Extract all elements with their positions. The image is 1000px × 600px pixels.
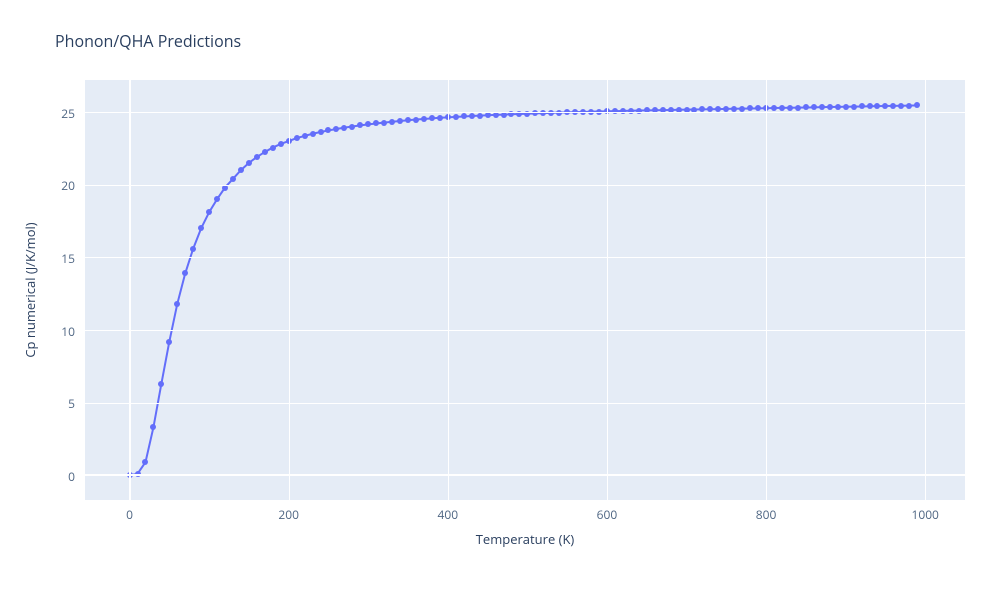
data-point[interactable] (318, 129, 324, 135)
data-point[interactable] (803, 104, 809, 110)
data-point[interactable] (867, 103, 873, 109)
data-point[interactable] (238, 167, 244, 173)
x-gridline (925, 80, 926, 500)
data-point[interactable] (341, 125, 347, 131)
data-point[interactable] (349, 124, 355, 130)
data-point[interactable] (620, 108, 626, 114)
data-point[interactable] (827, 104, 833, 110)
x-zeroline (129, 80, 131, 500)
data-point[interactable] (906, 103, 912, 109)
y-gridline (85, 330, 965, 331)
y-gridline (85, 185, 965, 186)
data-point[interactable] (747, 105, 753, 111)
data-point[interactable] (421, 116, 427, 122)
data-point[interactable] (859, 103, 865, 109)
data-point[interactable] (310, 131, 316, 137)
data-point[interactable] (158, 381, 164, 387)
data-point[interactable] (755, 105, 761, 111)
data-point[interactable] (477, 113, 483, 119)
data-point[interactable] (851, 104, 857, 110)
x-gridline (289, 80, 290, 500)
x-axis-label: Temperature (K) (476, 530, 575, 548)
data-point[interactable] (413, 117, 419, 123)
data-point[interactable] (254, 154, 260, 160)
y-gridline (85, 403, 965, 404)
data-point[interactable] (835, 104, 841, 110)
data-point[interactable] (142, 459, 148, 465)
data-point[interactable] (731, 106, 737, 112)
data-point[interactable] (485, 112, 491, 118)
data-point[interactable] (843, 104, 849, 110)
x-gridline (448, 80, 449, 500)
x-tick-label: 200 (278, 506, 299, 523)
data-point[interactable] (461, 113, 467, 119)
data-point[interactable] (389, 119, 395, 125)
data-point[interactable] (787, 105, 793, 111)
x-tick-label: 600 (597, 506, 618, 523)
data-point[interactable] (397, 118, 403, 124)
data-point[interactable] (333, 126, 339, 132)
x-gridline (607, 80, 608, 500)
data-point[interactable] (365, 121, 371, 127)
data-point[interactable] (819, 104, 825, 110)
x-tick-label: 400 (438, 506, 459, 523)
y-gridline (85, 112, 965, 113)
x-tick-label: 0 (126, 506, 133, 523)
data-point[interactable] (739, 106, 745, 112)
data-point[interactable] (811, 104, 817, 110)
data-point[interactable] (453, 114, 459, 120)
data-point[interactable] (174, 301, 180, 307)
data-point[interactable] (405, 117, 411, 123)
data-point[interactable] (771, 105, 777, 111)
x-tick-label: 1000 (911, 506, 938, 523)
x-gridline (766, 80, 767, 500)
y-zeroline (85, 474, 965, 476)
data-point[interactable] (182, 270, 188, 276)
data-point[interactable] (190, 246, 196, 252)
data-point[interactable] (890, 103, 896, 109)
data-point[interactable] (198, 225, 204, 231)
data-point[interactable] (898, 103, 904, 109)
data-point[interactable] (325, 127, 331, 133)
chart-container: { "chart": { "type": "line+markers", "ti… (0, 0, 1000, 600)
data-point[interactable] (469, 113, 475, 119)
data-point[interactable] (437, 115, 443, 121)
y-axis-label: Cp numerical (J/K/mol) (21, 222, 39, 357)
data-point[interactable] (914, 102, 920, 108)
data-point[interactable] (150, 424, 156, 430)
data-point[interactable] (381, 120, 387, 126)
data-point[interactable] (429, 115, 435, 121)
data-point[interactable] (795, 105, 801, 111)
data-point[interactable] (206, 209, 212, 215)
x-tick-label: 800 (756, 506, 777, 523)
data-point[interactable] (779, 105, 785, 111)
data-point[interactable] (270, 145, 276, 151)
data-point[interactable] (246, 160, 252, 166)
data-point[interactable] (302, 133, 308, 139)
data-point[interactable] (166, 339, 172, 345)
data-point[interactable] (262, 149, 268, 155)
data-point[interactable] (214, 196, 220, 202)
data-point[interactable] (278, 141, 284, 147)
data-point[interactable] (294, 135, 300, 141)
y-gridline (85, 257, 965, 258)
line-layer (0, 0, 1000, 600)
data-point[interactable] (373, 120, 379, 126)
data-point[interactable] (874, 103, 880, 109)
data-point[interactable] (357, 122, 363, 128)
data-point[interactable] (230, 176, 236, 182)
data-point[interactable] (882, 103, 888, 109)
